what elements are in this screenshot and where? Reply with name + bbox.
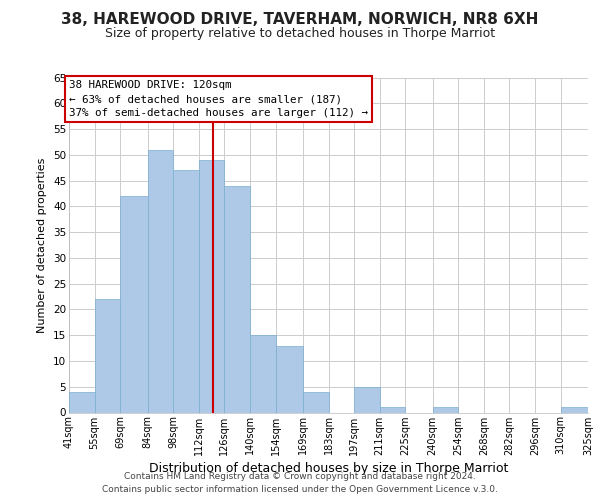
X-axis label: Distribution of detached houses by size in Thorpe Marriot: Distribution of detached houses by size …	[149, 462, 508, 474]
Bar	[303, 392, 329, 412]
Text: Contains HM Land Registry data © Crown copyright and database right 2024.: Contains HM Land Registry data © Crown c…	[124, 472, 476, 481]
Bar	[380, 408, 405, 412]
Bar	[224, 186, 250, 412]
Bar	[354, 386, 380, 412]
Text: Contains public sector information licensed under the Open Government Licence v.: Contains public sector information licen…	[102, 485, 498, 494]
Bar	[120, 196, 148, 412]
Bar	[95, 299, 120, 412]
Y-axis label: Number of detached properties: Number of detached properties	[37, 158, 47, 332]
Text: 38, HAREWOOD DRIVE, TAVERHAM, NORWICH, NR8 6XH: 38, HAREWOOD DRIVE, TAVERHAM, NORWICH, N…	[61, 12, 539, 28]
Bar	[560, 408, 588, 412]
Text: 38 HAREWOOD DRIVE: 120sqm
← 63% of detached houses are smaller (187)
37% of semi: 38 HAREWOOD DRIVE: 120sqm ← 63% of detac…	[69, 80, 368, 118]
Bar	[173, 170, 199, 412]
Bar	[148, 150, 173, 412]
Bar	[433, 408, 458, 412]
Bar	[69, 392, 95, 412]
Bar	[199, 160, 224, 412]
Bar	[250, 335, 275, 412]
Bar	[275, 346, 303, 412]
Text: Size of property relative to detached houses in Thorpe Marriot: Size of property relative to detached ho…	[105, 28, 495, 40]
